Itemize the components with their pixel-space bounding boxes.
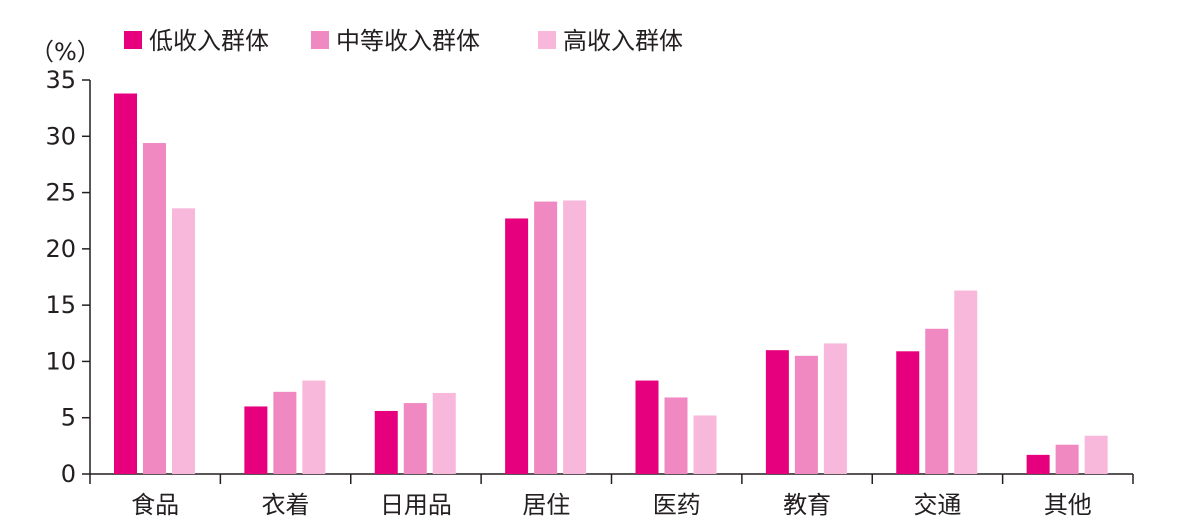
bar (505, 218, 529, 474)
y-tick-label: 25 (45, 179, 76, 207)
bar (114, 93, 137, 474)
bar (823, 343, 847, 474)
category-label: 教育 (783, 491, 831, 519)
bars (114, 93, 1108, 475)
legend-label: 中等收入群体 (336, 27, 480, 55)
bar (244, 406, 268, 474)
bar (635, 380, 659, 474)
y-tick-label: 15 (45, 291, 76, 319)
y-axis: 0 5 10 15 20 25 30 35 (45, 66, 91, 488)
y-tick-label: 20 (45, 235, 76, 263)
bar (1055, 444, 1079, 474)
bar (172, 208, 195, 474)
bar (374, 410, 398, 474)
category-label: 医药 (653, 491, 701, 519)
bar (693, 415, 717, 474)
y-tick-label: 35 (45, 66, 76, 94)
y-tick-label: 10 (45, 347, 76, 375)
x-axis: 食品 衣着 日用品 居住 医药 教育 交通 其他 (89, 473, 1134, 519)
category-label: 日用品 (380, 491, 452, 519)
category-label: 交通 (913, 491, 961, 519)
bar (273, 391, 297, 474)
bar (302, 380, 326, 474)
category-label: 其他 (1044, 491, 1092, 519)
legend-label: 高收入群体 (563, 27, 683, 55)
category-label: 食品 (131, 491, 179, 519)
bar (954, 290, 978, 474)
bar (534, 201, 558, 474)
bar (925, 328, 949, 474)
bar (664, 397, 688, 474)
category-label: 衣着 (262, 491, 310, 519)
bar (143, 143, 166, 475)
legend: 低收入群体 中等收入群体 高收入群体 (124, 27, 683, 55)
bar (1084, 435, 1108, 474)
bar (1026, 454, 1050, 474)
bar (896, 351, 920, 474)
legend-label: 低收入群体 (149, 27, 269, 55)
legend-swatch (538, 31, 556, 49)
bar (563, 200, 587, 475)
legend-swatch (311, 31, 329, 49)
y-tick-label: 30 (45, 122, 76, 150)
category-label: 居住 (522, 491, 570, 519)
y-axis-unit-label: （%） (30, 38, 101, 66)
bar (765, 350, 789, 474)
legend-swatch (124, 31, 142, 49)
bar (432, 392, 456, 474)
bar (794, 355, 818, 474)
bar (403, 403, 427, 474)
y-tick-label: 0 (61, 460, 76, 488)
y-tick-label: 5 (61, 404, 76, 432)
